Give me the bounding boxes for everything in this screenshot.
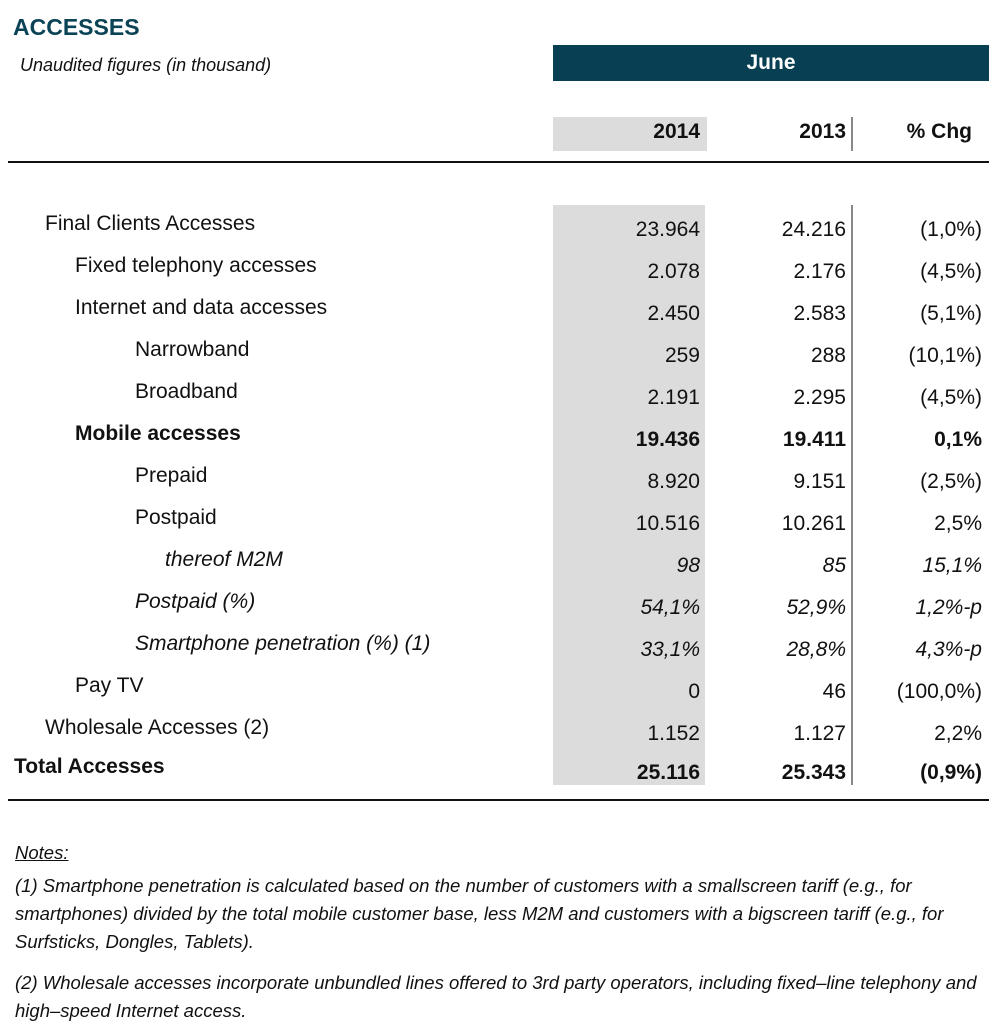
row-label: Final Clients Accesses	[45, 212, 256, 235]
value-pct-chg: 1,2%-p	[915, 596, 982, 619]
column-divider	[851, 205, 853, 785]
current-year-header-bg	[553, 117, 707, 151]
table-row: Mobile accesses 19.436 19.411 0,1%	[0, 422, 1000, 462]
value-2013: 10.261	[781, 512, 846, 535]
value-pct-chg: (2,5%)	[920, 470, 982, 493]
row-label: Postpaid (%)	[135, 590, 256, 613]
value-2013: 19.411	[782, 428, 846, 451]
value-pct-chg: 15,1%	[922, 554, 982, 577]
row-label: Narrowband	[135, 338, 250, 361]
value-2014: 10.516	[635, 512, 700, 535]
value-2014: 2.191	[647, 386, 700, 409]
header-rule	[8, 161, 989, 163]
value-2013: 1.127	[793, 722, 846, 745]
column-header-2014: 2014	[653, 120, 700, 143]
notes-heading: Notes:	[15, 842, 69, 863]
row-label: Internet and data accesses	[75, 296, 328, 319]
value-pct-chg: 2,2%	[934, 722, 982, 745]
value-2014: 54,1%	[640, 596, 700, 619]
current-year-column-bg	[553, 205, 705, 785]
value-2013: 9.151	[793, 470, 846, 493]
value-2014: 1.152	[647, 722, 700, 745]
table-row: Prepaid 8.920 9.151 (2,5%)	[0, 464, 1000, 504]
value-2013: 46	[822, 680, 846, 703]
value-2013: 2.295	[793, 386, 846, 409]
value-pct-chg: (4,5%)	[920, 386, 982, 409]
value-pct-chg: (4,5%)	[920, 260, 982, 283]
table-row: Internet and data accesses 2.450 2.583 (5,1…	[0, 296, 1000, 336]
column-header-2013: 2013	[799, 120, 846, 143]
row-label: Total Accesses	[14, 755, 165, 778]
value-2014: 2.450	[647, 302, 700, 325]
value-2013: 24.216	[781, 218, 846, 241]
table-row: Postpaid 10.516 10.261 2,5%	[0, 506, 1000, 546]
table-row: Postpaid (%) 54,1% 52,9% 1,2%-p	[0, 590, 1000, 630]
row-label: Postpaid	[135, 506, 217, 529]
table-row: Fixed telephony accesses 2.078 2.176 (4,5%)	[0, 254, 1000, 294]
table-row: Smartphone penetration (%) (1) 33,1% 28,8%…	[0, 632, 1000, 672]
value-2013: 2.176	[793, 260, 846, 283]
value-2013: 28,8%	[786, 638, 846, 661]
value-2014: 2.078	[647, 260, 700, 283]
table-row: Broadband 2.191 2.295 (4,5%)	[0, 380, 1000, 420]
row-label: Pay TV	[75, 674, 144, 697]
period-banner: June	[553, 45, 989, 81]
value-2013: 85	[822, 554, 846, 577]
value-2014: 98	[676, 554, 700, 577]
value-2013: 52,9%	[786, 596, 846, 619]
table-row: thereof M2M 98 85 15,1%	[0, 548, 1000, 588]
value-2014: 8.920	[647, 470, 700, 493]
table-row: Wholesale Accesses (2) 1.152 1.127 2,2%	[0, 716, 1000, 756]
subtitle: Unaudited figures (in thousand)	[20, 55, 272, 75]
value-pct-chg: 4,3%-p	[915, 638, 982, 661]
column-divider	[851, 117, 853, 151]
value-pct-chg: 2,5%	[934, 512, 982, 535]
note-1: (1) Smartphone penetration is calculated…	[15, 875, 944, 952]
value-2013: 2.583	[793, 302, 846, 325]
table-row: Pay TV 0 46 (100,0%)	[0, 674, 1000, 714]
row-label: thereof M2M	[165, 548, 283, 571]
value-pct-chg: (1,0%)	[920, 218, 982, 241]
value-2014: 0	[688, 680, 700, 703]
value-2013: 288	[810, 344, 846, 367]
row-label: Smartphone penetration (%) (1)	[135, 632, 431, 655]
table-row: Final Clients Accesses 23.964 24.216 (1,0%)	[0, 212, 1000, 252]
footer-rule	[8, 799, 989, 801]
note-2: (2) Wholesale accesses incorporate unbun…	[15, 972, 977, 1021]
table-row: Narrowband 259 288 (10,1%)	[0, 338, 1000, 378]
row-label: Broadband	[135, 380, 238, 403]
value-2014: 23.964	[635, 218, 700, 241]
value-pct-chg: (5,1%)	[920, 302, 982, 325]
row-label: Wholesale Accesses (2)	[45, 716, 270, 739]
column-header-pct-chg: % Chg	[906, 120, 972, 143]
page-title: ACCESSES	[13, 14, 140, 40]
value-pct-chg: (100,0%)	[896, 680, 982, 703]
value-2014: 25.116	[636, 761, 700, 784]
row-label: Fixed telephony accesses	[75, 254, 317, 277]
value-2014: 33,1%	[640, 638, 700, 661]
value-2014: 19.436	[635, 428, 700, 451]
value-pct-chg: (0,9%)	[920, 761, 982, 784]
value-pct-chg: (10,1%)	[908, 344, 982, 367]
value-pct-chg: 0,1%	[934, 428, 982, 451]
value-2014: 259	[664, 344, 700, 367]
row-label: Mobile accesses	[75, 422, 241, 445]
row-label: Prepaid	[135, 464, 208, 487]
table-row: Total Accesses 25.116 25.343 (0,9%)	[0, 755, 1000, 795]
value-2013: 25.343	[781, 761, 846, 784]
